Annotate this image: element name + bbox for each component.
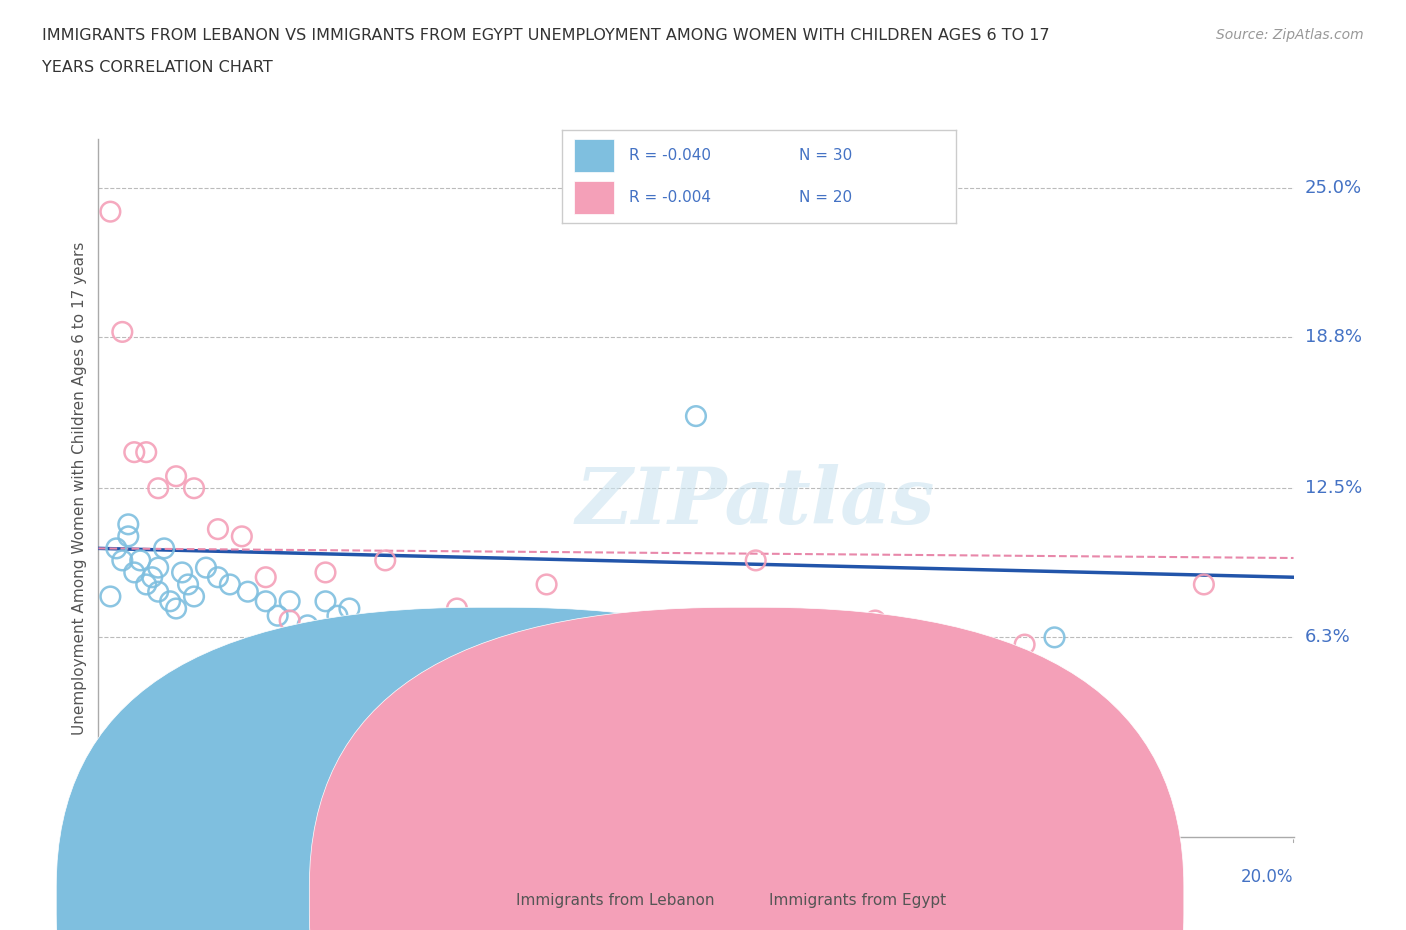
Text: N = 30: N = 30 — [799, 148, 852, 164]
Point — [254, 570, 277, 585]
Point — [207, 570, 229, 585]
Point — [207, 522, 229, 537]
Point — [117, 529, 139, 544]
Text: 6.3%: 6.3% — [1305, 629, 1350, 646]
Text: 20.0%: 20.0% — [1241, 868, 1294, 885]
Text: 25.0%: 25.0% — [1305, 179, 1362, 196]
Point — [1043, 630, 1066, 644]
Point — [236, 584, 259, 599]
Point — [183, 481, 205, 496]
Point — [98, 589, 122, 604]
Text: R = -0.004: R = -0.004 — [630, 190, 711, 206]
Point — [135, 445, 157, 459]
Point — [254, 594, 277, 609]
Point — [1014, 637, 1036, 652]
Point — [124, 445, 146, 459]
Point — [148, 481, 170, 496]
Point — [159, 594, 181, 609]
Point — [105, 541, 128, 556]
Point — [219, 577, 242, 591]
Point — [624, 625, 647, 640]
Point — [117, 517, 139, 532]
Point — [172, 565, 194, 580]
Point — [745, 553, 768, 568]
Point — [111, 325, 134, 339]
Point — [536, 577, 558, 591]
Point — [194, 560, 218, 575]
Text: Immigrants from Egypt: Immigrants from Egypt — [769, 893, 946, 908]
Point — [374, 553, 396, 568]
Point — [865, 613, 887, 628]
Text: ZIPatlas: ZIPatlas — [576, 464, 935, 540]
Point — [141, 570, 163, 585]
Text: N = 20: N = 20 — [799, 190, 852, 206]
Text: R = -0.040: R = -0.040 — [630, 148, 711, 164]
Point — [148, 560, 170, 575]
Point — [111, 553, 134, 568]
Point — [297, 618, 319, 632]
Point — [315, 594, 337, 609]
Point — [135, 577, 157, 591]
Point — [278, 613, 301, 628]
Text: Source: ZipAtlas.com: Source: ZipAtlas.com — [1216, 28, 1364, 42]
Text: 12.5%: 12.5% — [1305, 479, 1362, 498]
Point — [129, 553, 152, 568]
Point — [177, 577, 200, 591]
Point — [339, 601, 360, 616]
Text: YEARS CORRELATION CHART: YEARS CORRELATION CHART — [42, 60, 273, 75]
Point — [267, 608, 290, 623]
Point — [98, 205, 122, 219]
Point — [153, 541, 176, 556]
Text: Immigrants from Lebanon: Immigrants from Lebanon — [516, 893, 714, 908]
Point — [278, 594, 301, 609]
Point — [165, 601, 187, 616]
Text: 0.0%: 0.0% — [98, 868, 141, 885]
Bar — [574, 140, 613, 172]
Text: IMMIGRANTS FROM LEBANON VS IMMIGRANTS FROM EGYPT UNEMPLOYMENT AMONG WOMEN WITH C: IMMIGRANTS FROM LEBANON VS IMMIGRANTS FR… — [42, 28, 1050, 43]
Point — [446, 601, 468, 616]
Point — [1192, 577, 1215, 591]
Point — [124, 565, 146, 580]
Point — [165, 469, 187, 484]
Y-axis label: Unemployment Among Women with Children Ages 6 to 17 years: Unemployment Among Women with Children A… — [72, 242, 87, 735]
Point — [148, 584, 170, 599]
Point — [183, 589, 205, 604]
Point — [326, 608, 349, 623]
Point — [685, 408, 707, 423]
Point — [231, 529, 253, 544]
Point — [315, 565, 337, 580]
Text: 18.8%: 18.8% — [1305, 327, 1361, 346]
Bar — [574, 181, 613, 214]
